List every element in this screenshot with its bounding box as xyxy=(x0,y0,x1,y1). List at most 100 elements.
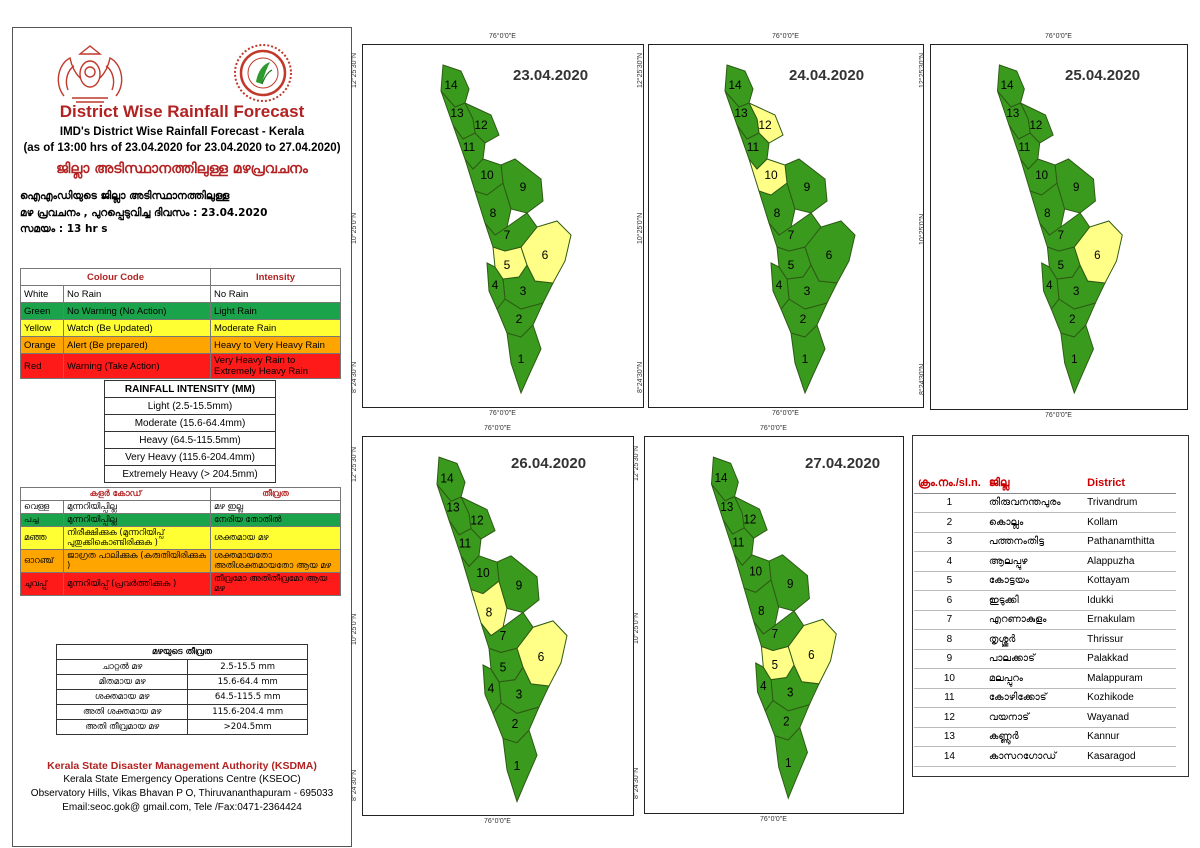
intensity-row: Light (2.5-15.5mm) xyxy=(104,397,276,415)
longitude-label: 76°0'0"E xyxy=(760,425,787,432)
district-number: 9 xyxy=(914,649,985,669)
ksdma-logo-icon xyxy=(234,44,292,102)
jilla-header: ജില്ല xyxy=(984,474,1084,494)
colour-code-row: Red Warning (Take Action) Very Heavy Rain … xyxy=(20,353,341,379)
colour-meaning: Warning (Take Action) xyxy=(63,353,211,379)
district-number: 5 xyxy=(914,571,985,591)
district-ml-name: കണ്ണൂർ xyxy=(984,727,1084,747)
district-14-shape xyxy=(996,64,1025,108)
ml-intensity-range: 64.5-115.5 mm xyxy=(187,689,308,705)
district-4-label: 4 xyxy=(776,278,783,292)
subtitle-line-1: IMD's District Wise Rainfall Forecast - … xyxy=(59,126,305,138)
district-name: Trivandrum xyxy=(1083,493,1176,513)
intensity-cell: Very Heavy (115.6-204.4mm) xyxy=(104,448,276,466)
colour-meaning: No Rain xyxy=(63,285,211,303)
ml-colour-meaning: ജാഗ്രത പാലിക്കുക (കരുതിയിരിക്കുക ) xyxy=(63,549,211,573)
intensity-cell: Extremely Heavy (> 204.5mm) xyxy=(104,465,276,483)
district-14-shape xyxy=(440,64,470,108)
district-2-label: 2 xyxy=(512,717,519,731)
footer-org: Kerala State Disaster Management Authori… xyxy=(47,760,317,772)
district-6-label: 6 xyxy=(808,647,815,662)
longitude-label: 76°0'0"E xyxy=(760,816,787,823)
district-14-label: 14 xyxy=(1001,79,1014,92)
colour-meaning: Alert (Be prepared) xyxy=(63,336,211,354)
latitude-label: 10°25'0"N xyxy=(919,214,926,246)
district-4-label: 4 xyxy=(760,679,767,694)
info-panel xyxy=(12,27,352,847)
district-ml-name: പാലക്കാട് xyxy=(984,649,1084,669)
ml-colour-intensity: തീവ്രമോ അതിതീവ്രമോ ആയ മഴ xyxy=(210,572,341,596)
district-14-label: 14 xyxy=(444,78,458,92)
colour-name: Green xyxy=(20,302,64,320)
district-12-label: 12 xyxy=(758,118,772,132)
district-9-shape xyxy=(500,158,544,214)
forecast-map-panel: 1 2 3 4 5 6 7 8 9 10 11 12 13 14 24.04.2020 xyxy=(648,44,924,408)
district-9-shape xyxy=(1054,158,1096,214)
district-number: 10 xyxy=(914,668,985,689)
longitude-label: 76°0'0"E xyxy=(772,33,799,40)
district-1-label: 1 xyxy=(802,352,809,366)
forecast-map-panel: 1 2 3 4 5 6 7 8 9 10 11 12 13 14 26.04.2020 xyxy=(362,436,634,816)
district-12-label: 12 xyxy=(470,513,483,527)
district-14-label: 14 xyxy=(715,471,728,486)
district-10-label: 10 xyxy=(476,566,489,580)
district-4-label: 4 xyxy=(492,278,499,292)
district-9-label: 9 xyxy=(804,180,811,194)
district-2-label: 2 xyxy=(516,312,523,326)
district-number: 6 xyxy=(914,590,985,611)
district-14-shape xyxy=(436,456,466,502)
district-name: Pathanamthitta xyxy=(1083,532,1176,552)
colour-intensity: Heavy to Very Heavy Rain xyxy=(210,336,341,354)
district-2-label: 2 xyxy=(800,312,807,326)
district-13-label: 13 xyxy=(734,106,748,120)
colour-code-table: Colour Code Intensity White No Rain No Rai… xyxy=(20,268,341,379)
district-ml-name: ആലപ്പുഴ xyxy=(984,551,1084,572)
district-5-label: 5 xyxy=(1058,259,1065,272)
colour-intensity: Very Heavy Rain to Extremely Heavy Rain xyxy=(210,353,341,379)
ml-intensity-label: അതി ശക്തമായ മഴ xyxy=(55,704,189,720)
ml-issue-line-1: ഐഎംഡിയുടെ ജില്ലാ അടിസ്ഥാനത്തിലുള്ള xyxy=(20,190,230,202)
ml-colour-code-table: കളർ കോഡ് തീവ്രത വെള്ള മുന്നറിയിപ്പില്ല മഴ … xyxy=(20,487,341,596)
ml-colour-name: മഞ്ഞ xyxy=(20,526,64,550)
longitude-label: 76°0'0"E xyxy=(484,425,511,432)
district-name: Palakkad xyxy=(1083,649,1176,669)
colour-code-row: White No Rain No Rain xyxy=(20,285,341,303)
district-name: Thrissur xyxy=(1083,629,1176,650)
ml-intensity-label: മിതമായ മഴ xyxy=(55,674,189,690)
district-12-label: 12 xyxy=(1029,119,1042,132)
ml-intensity-row: ശക്തമായ മഴ 64.5-115.5 mm xyxy=(55,689,308,705)
ml-colour-row: ചുവപ്പ് മുന്നറിയിപ്പ് (പ്രവർത്തിക്കുക ) തീ… xyxy=(20,572,341,596)
latitude-label: 8°24'30"N xyxy=(919,364,926,396)
district-1-label: 1 xyxy=(1071,353,1077,366)
district-8-label: 8 xyxy=(490,206,497,220)
ml-colour-meaning: മുന്നറിയിപ്പില്ല xyxy=(63,500,211,514)
colour-intensity: Moderate Rain xyxy=(210,319,341,337)
district-5-label: 5 xyxy=(788,258,795,272)
district-ml-name: കോട്ടയം xyxy=(984,571,1084,591)
district-14-shape xyxy=(710,456,739,502)
latitude-label: 10°25'0"N xyxy=(637,213,644,245)
district-row: 7 എറണാകുളം Ernakulam xyxy=(914,610,1176,630)
latitude-label: 12°25'30"N xyxy=(637,52,644,88)
latitude-label: 12°25'30"N xyxy=(351,446,358,482)
ml-intensity-range: 15.6-64.4 mm xyxy=(187,674,308,690)
district-5-label: 5 xyxy=(500,660,507,674)
district-row: 3 പത്തനംതിട്ട Pathanamthitta xyxy=(914,532,1176,552)
colour-intensity: No Rain xyxy=(210,285,341,303)
colour-code-row: Yellow Watch (Be Updated) Moderate Rain xyxy=(20,319,341,337)
district-10-label: 10 xyxy=(764,168,778,182)
district-row: 2 കൊല്ലം Kollam xyxy=(914,512,1176,533)
district-6-shape xyxy=(520,220,572,284)
map-date: 26.04.2020 xyxy=(511,455,587,472)
ml-intensity-row: മിതമായ മഴ 15.6-64.4 mm xyxy=(55,674,308,690)
district-row: 13 കണ്ണൂർ Kannur xyxy=(914,727,1176,747)
district-9-label: 9 xyxy=(520,180,527,194)
district-name: Idukki xyxy=(1083,590,1176,611)
ml-colour-name: പച്ച xyxy=(20,513,64,527)
map-date: 27.04.2020 xyxy=(805,455,881,472)
latitude-label: 8°24'30"N xyxy=(633,767,640,799)
district-row: 14 കാസറഗോഡ് Kasaragod xyxy=(914,746,1176,767)
district-number: 3 xyxy=(914,532,985,552)
district-row: 6 ഇടുക്കി Idukki xyxy=(914,590,1176,611)
